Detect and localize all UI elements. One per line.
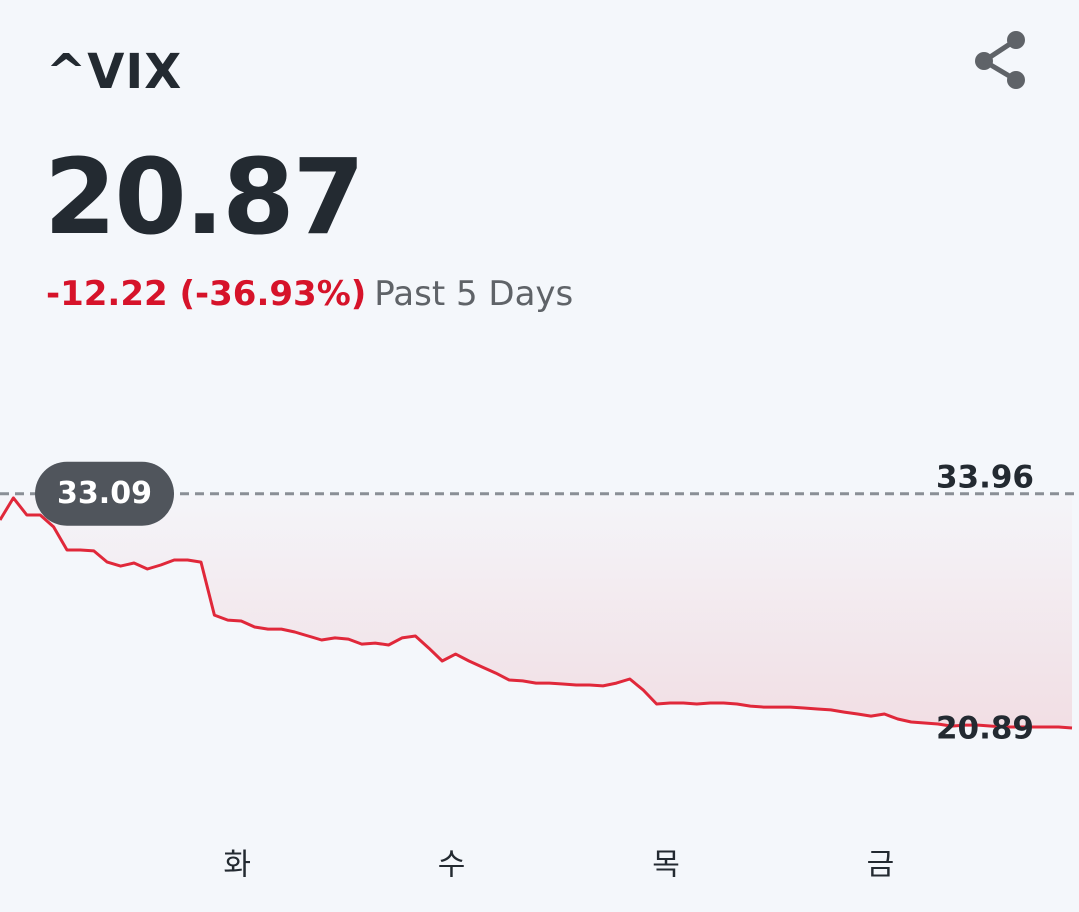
period: Past 5 Days [374,274,574,314]
x-tick-label: 수 [438,848,466,883]
price: 20.87 [44,136,365,258]
y-tick-label: 33.96 [936,460,1034,496]
x-tick-label: 목 [652,848,680,883]
share-icon [975,31,1025,89]
y-tick-label: 20.89 [936,711,1034,747]
price-line [0,496,1073,730]
reference-pill [35,461,174,526]
reference-label: 33.09 [57,476,152,511]
change-row: -12.22 (-36.93%) Past 5 Days [46,274,573,314]
area-fill [0,493,1072,728]
x-tick-label: 금 [867,848,895,883]
x-tick-label: 화 [223,848,251,883]
symbol: ^VIX [46,44,183,100]
share-button[interactable] [970,28,1030,92]
change: -12.22 (-36.93%) [46,274,367,314]
